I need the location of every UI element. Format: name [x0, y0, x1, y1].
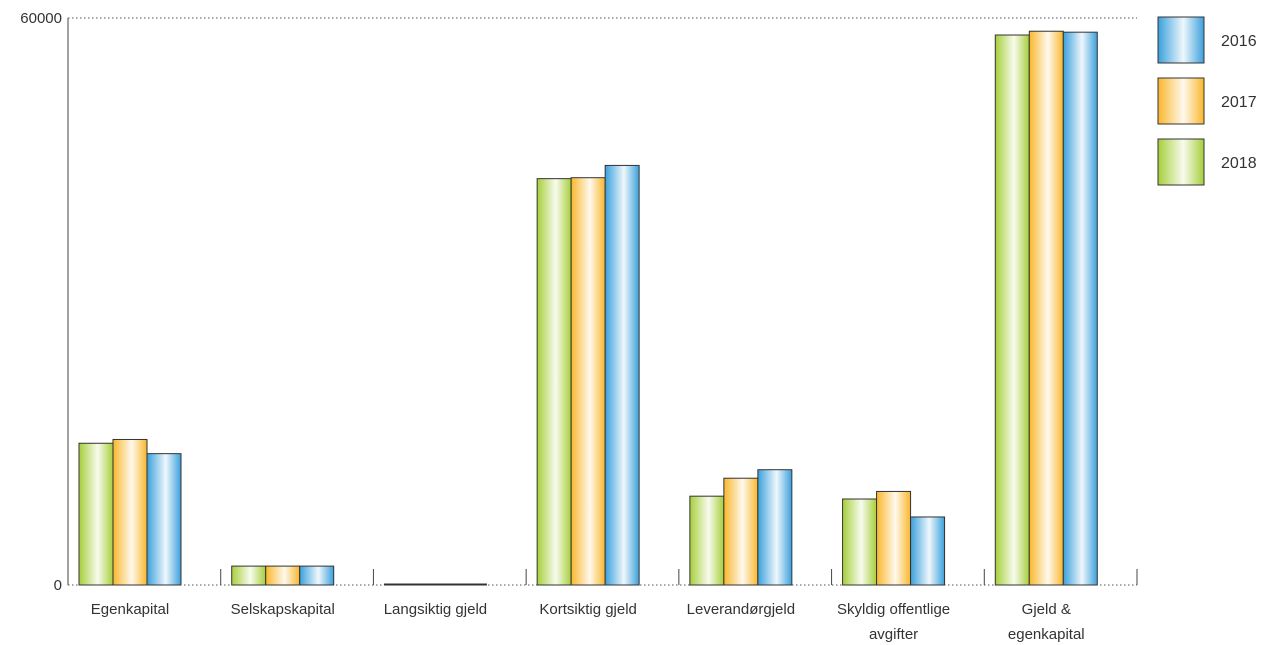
y-tick-label: 0 [54, 577, 62, 594]
bar-2018-cat-3 [536, 178, 572, 586]
bar-2018-cat-0 [78, 442, 114, 586]
legend: 2016 2017 2018 [1157, 16, 1257, 186]
y-tick-label: 60000 [20, 10, 62, 27]
bar-2017-cat-1 [265, 565, 301, 586]
bar-2016-cat-4 [757, 469, 793, 586]
legend-swatch-2017 [1157, 77, 1205, 125]
axis-layer: 0 60000 Egenkapital Selskapskapital Langsikt… [20, 10, 1138, 643]
bars-layer [78, 30, 1098, 586]
bar-2018-cat-4 [689, 495, 725, 586]
legend-label: 2016 [1221, 33, 1257, 50]
legend-label: 2018 [1221, 155, 1257, 172]
bar-2016-cat-2 [451, 583, 487, 586]
bar-2016-cat-3 [604, 164, 640, 586]
x-category-label: Kortsiktig gjeld [539, 601, 637, 618]
legend-swatch-2018 [1157, 138, 1205, 186]
x-category-label: avgifter [869, 626, 918, 643]
bar-2016-cat-1 [299, 565, 335, 586]
bar-2018-cat-6 [994, 34, 1030, 586]
bar-2018-cat-5 [842, 498, 878, 586]
bar-2018-cat-1 [231, 565, 267, 586]
bar-2016-cat-5 [910, 516, 946, 586]
x-category-label: egenkapital [1008, 626, 1085, 643]
x-category-label: Skyldig offentlige [837, 601, 950, 618]
bar-2017-cat-6 [1028, 30, 1064, 586]
bar-2017-cat-5 [876, 490, 912, 586]
bar-2017-cat-3 [570, 177, 606, 586]
x-category-label: Gjeld & [1022, 601, 1071, 618]
x-category-label: Langsiktig gjeld [384, 601, 487, 618]
legend-swatch-2016 [1157, 16, 1205, 64]
x-category-label: Leverandørgjeld [687, 601, 795, 618]
x-category-label: Egenkapital [91, 601, 169, 618]
x-category-label: Selskapskapital [231, 601, 335, 618]
legend-label: 2017 [1221, 94, 1257, 111]
bar-2017-cat-2 [417, 583, 453, 586]
bar-2018-cat-2 [383, 583, 419, 586]
bar-2016-cat-6 [1062, 31, 1098, 586]
bar-2017-cat-4 [723, 477, 759, 586]
bar-2016-cat-0 [146, 453, 182, 586]
bar-2017-cat-0 [112, 438, 148, 586]
